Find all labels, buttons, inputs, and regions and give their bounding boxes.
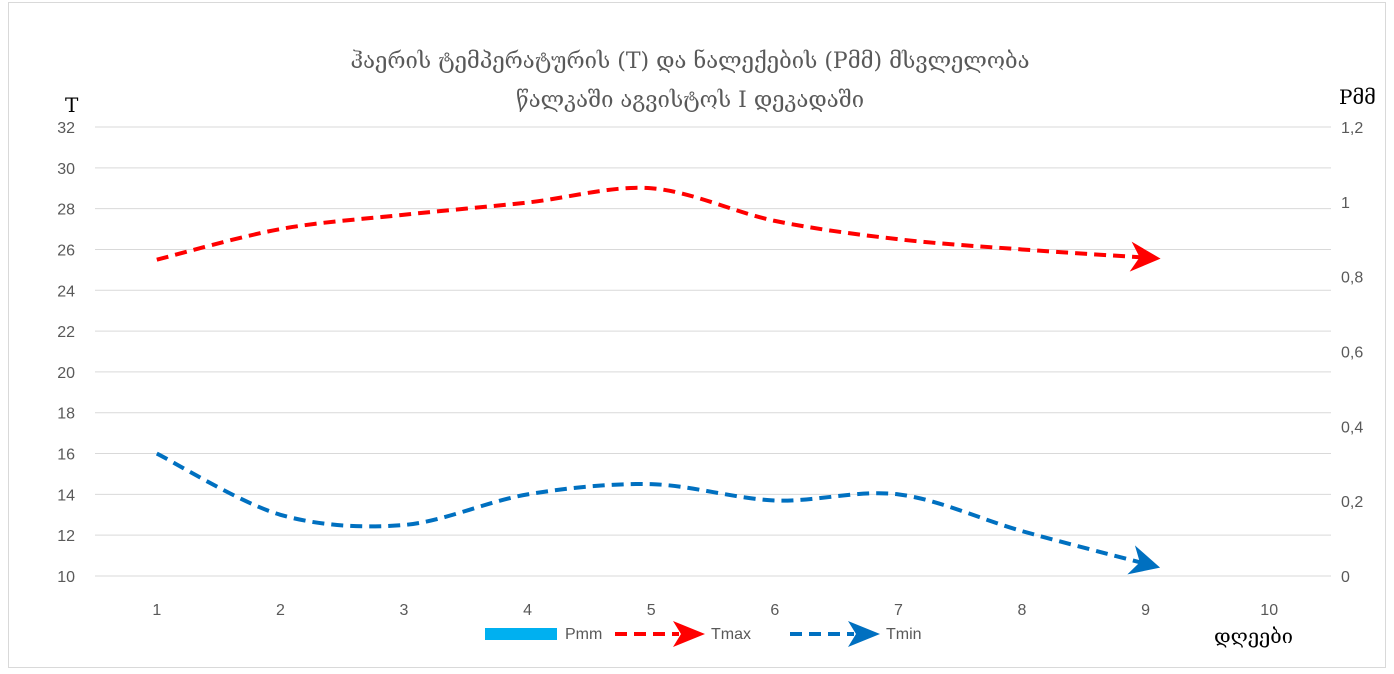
- right-tick-label: 1: [1341, 195, 1350, 212]
- x-tick-label: 4: [523, 602, 532, 619]
- x-axis-name: დღეები: [1214, 624, 1293, 648]
- right-tick-label: 0,4: [1341, 419, 1363, 436]
- legend-label-tmin: Tmin: [886, 626, 922, 643]
- x-tick-label: 6: [770, 602, 779, 619]
- left-tick-label: 14: [57, 487, 75, 504]
- left-tick-label: 22: [57, 324, 75, 341]
- left-tick-label: 32: [57, 120, 75, 137]
- right-axis-ticks: 0 0,2 0,4 0,6 0,8 1 1,2: [1341, 120, 1363, 586]
- chart-title-line1: ჰაერის ტემპერატურის (T) და ნალექების (Pმ…: [351, 48, 1030, 74]
- x-tick-label: 2: [276, 602, 285, 619]
- left-tick-label: 28: [57, 202, 75, 219]
- chart-frame: ჰაერის ტემპერატურის (T) და ნალექების (Pმ…: [8, 2, 1386, 668]
- x-tick-label: 1: [152, 602, 161, 619]
- x-tick-label: 3: [400, 602, 409, 619]
- right-axis-name: Pმმ: [1339, 85, 1376, 109]
- legend-label-pmm: Pmm: [565, 626, 602, 643]
- series-line-tmin: [157, 454, 1146, 564]
- legend: Pmm Tmax Tmin: [485, 621, 922, 647]
- right-tick-label: 0,2: [1341, 494, 1363, 511]
- x-tick-label: 10: [1260, 602, 1278, 619]
- chart-svg: ჰაერის ტემპერატურის (T) და ნალექების (Pმ…: [9, 3, 1387, 669]
- left-tick-label: 10: [57, 569, 75, 586]
- left-tick-label: 16: [57, 447, 75, 464]
- x-tick-label: 9: [1141, 602, 1150, 619]
- x-tick-label: 7: [894, 602, 903, 619]
- right-tick-label: 0: [1341, 569, 1350, 586]
- left-tick-label: 12: [57, 528, 75, 545]
- gridlines: [95, 127, 1331, 576]
- left-axis-name: T: [65, 93, 79, 117]
- series-line-tmax: [157, 188, 1146, 260]
- right-tick-label: 1,2: [1341, 120, 1363, 137]
- x-axis-ticks: 1 2 3 4 5 6 7 8 9 10: [152, 602, 1278, 619]
- right-tick-label: 0,8: [1341, 270, 1363, 287]
- left-tick-label: 30: [57, 161, 75, 178]
- x-tick-label: 8: [1018, 602, 1027, 619]
- series-lines: [157, 188, 1146, 564]
- x-tick-label: 5: [647, 602, 656, 619]
- left-tick-label: 18: [57, 406, 75, 423]
- left-tick-label: 20: [57, 365, 75, 382]
- legend-label-tmax: Tmax: [711, 626, 751, 643]
- chart-title-line2: წალკაში აგვისტოს I დეკადაში: [516, 88, 864, 113]
- left-tick-label: 24: [57, 283, 75, 300]
- right-tick-label: 0,6: [1341, 345, 1363, 362]
- legend-swatch-pmm: [485, 628, 557, 640]
- left-axis-ticks: 10 12 14 16 18 20 22 24 26 28 30 32: [57, 120, 75, 586]
- left-tick-label: 26: [57, 242, 75, 259]
